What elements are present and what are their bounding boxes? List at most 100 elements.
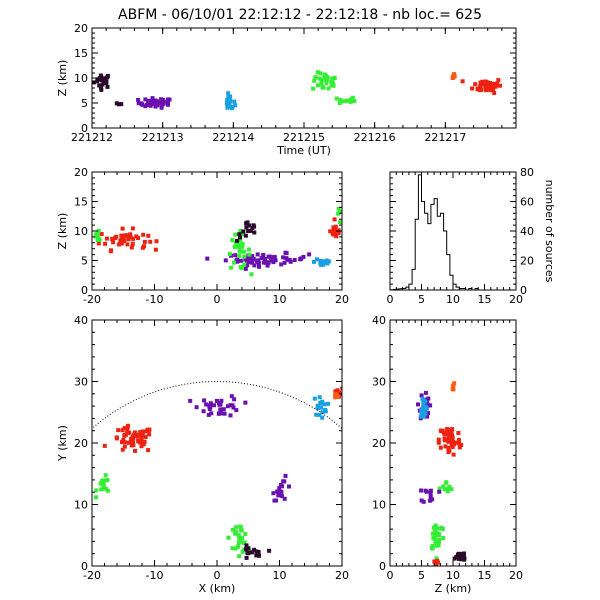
- source-point: [277, 486, 282, 491]
- source-point: [423, 390, 428, 395]
- source-point: [428, 488, 433, 493]
- source-point: [120, 226, 125, 231]
- source-point: [421, 405, 425, 410]
- source-point: [328, 229, 333, 234]
- source-point: [287, 484, 291, 489]
- source-point: [146, 448, 151, 453]
- y-tick-label: 30: [74, 376, 88, 389]
- x-tick-label: 0: [387, 569, 394, 582]
- source-point: [496, 78, 501, 83]
- source-point: [277, 493, 282, 497]
- source-point: [279, 262, 284, 267]
- source-point: [99, 487, 104, 492]
- source-point: [432, 559, 437, 564]
- source-point: [250, 254, 255, 259]
- source-point: [150, 96, 155, 101]
- source-point: [123, 234, 128, 239]
- y-tick-label: 60: [520, 196, 534, 209]
- cluster-black: [235, 220, 257, 243]
- y-tick-label: 10: [74, 499, 88, 512]
- source-point: [278, 483, 283, 487]
- source-point: [315, 83, 320, 88]
- y-axis-label: Y (km): [56, 425, 69, 462]
- source-point: [244, 225, 249, 230]
- source-point: [456, 431, 461, 435]
- source-point: [146, 101, 151, 106]
- source-point: [230, 546, 235, 551]
- source-point: [230, 403, 235, 408]
- source-point: [320, 401, 325, 406]
- source-point: [146, 233, 151, 238]
- source-point: [133, 430, 137, 435]
- source-point: [234, 529, 238, 534]
- source-point: [153, 247, 158, 252]
- source-point: [201, 409, 206, 414]
- source-point: [114, 101, 119, 106]
- source-point: [326, 86, 331, 91]
- source-point: [155, 100, 160, 105]
- source-point: [279, 494, 284, 498]
- source-point: [249, 550, 254, 555]
- source-point: [419, 488, 424, 493]
- source-point: [283, 473, 288, 478]
- source-point: [119, 241, 124, 246]
- source-point: [139, 435, 144, 440]
- source-point: [254, 553, 259, 558]
- source-point: [428, 403, 433, 408]
- source-point: [320, 262, 325, 267]
- source-point: [218, 401, 223, 406]
- source-point: [232, 245, 237, 249]
- y-tick-label: 0: [520, 284, 527, 297]
- source-point: [122, 432, 127, 437]
- y-tick-label: 0: [81, 122, 88, 135]
- source-point: [237, 248, 242, 253]
- cluster-red: [436, 427, 464, 457]
- source-point: [116, 428, 121, 433]
- source-point: [231, 527, 235, 532]
- source-point: [141, 232, 146, 237]
- source-point: [333, 395, 338, 400]
- y-tick-label: 20: [74, 437, 88, 450]
- source-point: [160, 97, 165, 102]
- source-point: [242, 249, 246, 254]
- source-point: [140, 433, 145, 437]
- source-point: [150, 100, 155, 105]
- source-point: [336, 206, 341, 211]
- source-point: [424, 489, 429, 494]
- source-point: [110, 237, 115, 241]
- source-point: [238, 539, 243, 544]
- source-point: [226, 535, 231, 540]
- source-point: [292, 258, 297, 262]
- source-point: [301, 254, 306, 259]
- source-point: [419, 498, 424, 503]
- source-point: [143, 435, 148, 439]
- cluster-black: [114, 101, 124, 107]
- cluster-blue: [418, 396, 429, 419]
- source-point: [312, 396, 317, 401]
- source-point: [486, 81, 491, 86]
- source-point: [94, 234, 98, 239]
- source-point: [248, 228, 253, 233]
- source-point: [284, 251, 289, 256]
- source-point: [428, 491, 433, 496]
- cluster-red: [432, 558, 440, 566]
- source-point: [431, 525, 436, 530]
- source-point: [139, 440, 144, 445]
- x-tick-label: 15: [478, 293, 492, 306]
- source-point: [431, 531, 435, 536]
- source-point: [281, 255, 286, 260]
- source-point: [161, 101, 166, 106]
- source-point: [214, 398, 219, 403]
- x-tick-label: 10: [446, 569, 460, 582]
- source-point: [102, 443, 107, 448]
- source-point: [140, 429, 145, 434]
- source-point: [204, 402, 209, 407]
- y-tick-label: 20: [372, 437, 386, 450]
- source-point: [147, 98, 152, 103]
- source-point: [324, 78, 329, 83]
- plot-area: [92, 70, 502, 111]
- source-point: [235, 257, 240, 262]
- source-point: [350, 95, 355, 100]
- source-point: [436, 531, 441, 536]
